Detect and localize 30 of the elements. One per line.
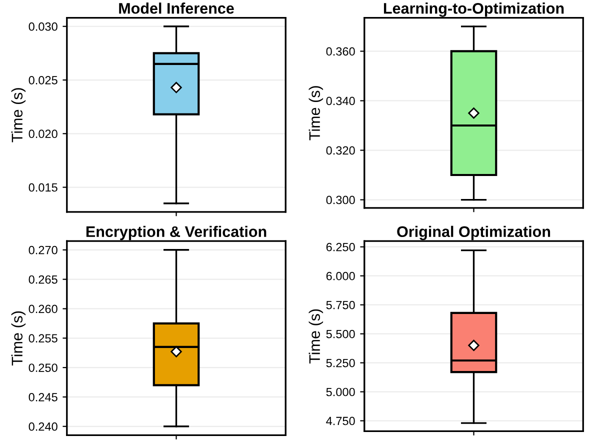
y-tick-label: 0.300 [326, 196, 355, 204]
y-tick-label: 0.025 [28, 76, 58, 84]
y-tick-label: 5.750 [326, 300, 355, 310]
y-axis-title: Time (s) [308, 86, 324, 140]
chart-title: Encryption & Verification [86, 226, 266, 240]
y-axis-title: Time (s) [11, 311, 26, 366]
y-tick-label: 6.250 [326, 242, 355, 252]
y-tick-label: 0.250 [28, 364, 58, 372]
y-axis-title: Time (s) [308, 309, 324, 364]
y-tick-label: 0.320 [326, 146, 355, 155]
y-axis-title: Time (s) [11, 88, 26, 142]
y-tick-label: 5.250 [326, 358, 355, 368]
chart-title: Learning-to-Optimization [384, 2, 564, 17]
y-tick-label: 0.020 [28, 130, 58, 138]
y-tick-label: 0.265 [28, 275, 58, 284]
chart-title: Model Inference [119, 2, 234, 14]
y-tick-label: 0.340 [326, 96, 355, 106]
y-tick-label: 0.260 [28, 304, 58, 314]
y-tick-label: 0.360 [326, 47, 355, 56]
y-tick-label: 0.245 [28, 393, 58, 402]
y-tick-label: 0.255 [28, 334, 58, 343]
y-tick-label: 4.750 [326, 416, 355, 426]
y-tick-label: 5.000 [326, 388, 355, 396]
y-tick-label: 5.500 [326, 330, 355, 338]
y-tick-label: 0.015 [28, 183, 58, 192]
y-tick-label: 0.030 [28, 22, 58, 31]
chart-title: Original Optimization [397, 226, 550, 240]
y-tick-label: 0.240 [28, 422, 58, 431]
y-tick-label: 6.000 [326, 272, 355, 280]
y-tick-label: 0.270 [28, 246, 58, 254]
